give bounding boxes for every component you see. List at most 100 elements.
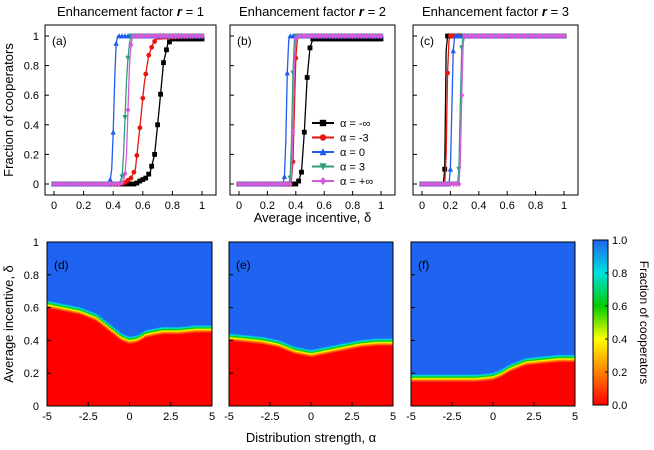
defection-cell — [53, 309, 56, 406]
boundary-cell — [162, 326, 166, 335]
defection-cell — [135, 343, 139, 406]
defection-cell — [372, 346, 376, 406]
defection-cell — [462, 382, 465, 406]
boundary-cell — [143, 330, 147, 339]
legend-entry: α = 0 — [340, 147, 365, 159]
boundary-cell — [164, 326, 168, 335]
boundary-cell — [454, 374, 457, 383]
boundary-cell — [156, 327, 159, 336]
data-point — [84, 180, 89, 188]
data-point — [507, 32, 513, 40]
data-point — [436, 180, 442, 188]
defection-cell — [493, 380, 496, 406]
boundary-cell — [255, 335, 259, 344]
defection-cell — [366, 347, 369, 406]
defection-cell — [65, 312, 69, 406]
defection-cell — [199, 333, 203, 406]
defection-cell — [507, 372, 510, 406]
defection-cell — [86, 317, 89, 406]
boundary-cell — [445, 374, 449, 383]
boundary-cell — [556, 354, 560, 363]
boundary-cell — [98, 315, 102, 324]
boundary-cell — [284, 342, 287, 351]
defection-cell — [349, 349, 353, 406]
x-tick-label: 1 — [561, 200, 567, 212]
defection-cell — [100, 325, 104, 406]
defection-cell — [534, 364, 537, 406]
defection-cell — [233, 341, 236, 406]
defection-cell — [247, 343, 251, 406]
defection-cell — [143, 338, 147, 406]
boundary-cell — [257, 335, 261, 345]
defection-cell — [164, 334, 168, 406]
data-point — [465, 32, 470, 40]
data-point — [372, 32, 378, 40]
boundary-cell — [265, 337, 269, 346]
boundary-cell — [490, 372, 494, 381]
defection-cell — [154, 336, 157, 406]
boundary-cell — [339, 343, 343, 352]
data-point — [110, 129, 116, 135]
defection-cell — [374, 346, 378, 406]
defection-cell — [148, 337, 151, 406]
defection-cell — [525, 365, 529, 406]
defection-cell — [61, 311, 65, 406]
boundary-cell — [313, 348, 316, 358]
boundary-cell — [292, 345, 296, 354]
heatmap-cells — [47, 242, 212, 406]
boundary-cell — [96, 314, 100, 323]
x-tick-label: 0.8 — [528, 200, 543, 212]
boundary-cell — [388, 337, 392, 347]
boundary-cell — [474, 374, 478, 383]
defection-cell — [158, 335, 162, 406]
boundary-cell — [538, 356, 541, 365]
data-point — [553, 32, 558, 40]
boundary-cell — [349, 341, 353, 350]
boundary-cell — [372, 338, 376, 347]
boundary-cell — [517, 360, 521, 369]
boundary-cell — [296, 346, 300, 355]
boundary-cell — [411, 374, 414, 383]
data-point — [301, 32, 307, 40]
legend-marker — [319, 176, 327, 186]
panel-label: (c) — [420, 34, 434, 48]
boundary-cell — [564, 354, 568, 363]
data-point — [281, 173, 288, 179]
defection-cell — [417, 382, 420, 406]
defection-cell — [566, 362, 570, 406]
boundary-cell — [464, 374, 467, 383]
defection-cell — [499, 377, 502, 406]
defection-cell — [170, 334, 174, 406]
defection-cell — [203, 333, 207, 406]
data-point — [530, 32, 536, 40]
defection-cell — [368, 346, 372, 406]
data-point — [119, 174, 125, 180]
defection-cell — [415, 382, 418, 406]
boundary-cell — [368, 338, 372, 347]
boundary-cell — [150, 328, 153, 337]
boundary-cell — [386, 337, 390, 347]
defection-cell — [108, 332, 112, 406]
boundary-cell — [486, 372, 490, 382]
boundary-cell — [276, 339, 279, 348]
data-point — [236, 180, 242, 188]
defection-cell — [505, 374, 508, 406]
defection-cell — [472, 382, 476, 406]
boundary-cell — [560, 354, 564, 363]
data-point — [265, 180, 270, 188]
data-point — [527, 32, 533, 40]
data-point — [445, 70, 450, 76]
data-point — [287, 180, 293, 188]
data-point — [561, 32, 567, 40]
defection-cell — [146, 337, 149, 406]
defection-cell — [517, 368, 521, 406]
boundary-cell — [521, 358, 525, 368]
boundary-cell — [229, 333, 232, 342]
boundary-cell — [174, 326, 178, 335]
defection-cell — [464, 382, 467, 406]
data-point — [63, 180, 69, 188]
boundary-cell — [191, 325, 195, 334]
defection-cell — [423, 382, 426, 406]
data-point — [164, 47, 169, 53]
boundary-cell — [259, 336, 263, 345]
